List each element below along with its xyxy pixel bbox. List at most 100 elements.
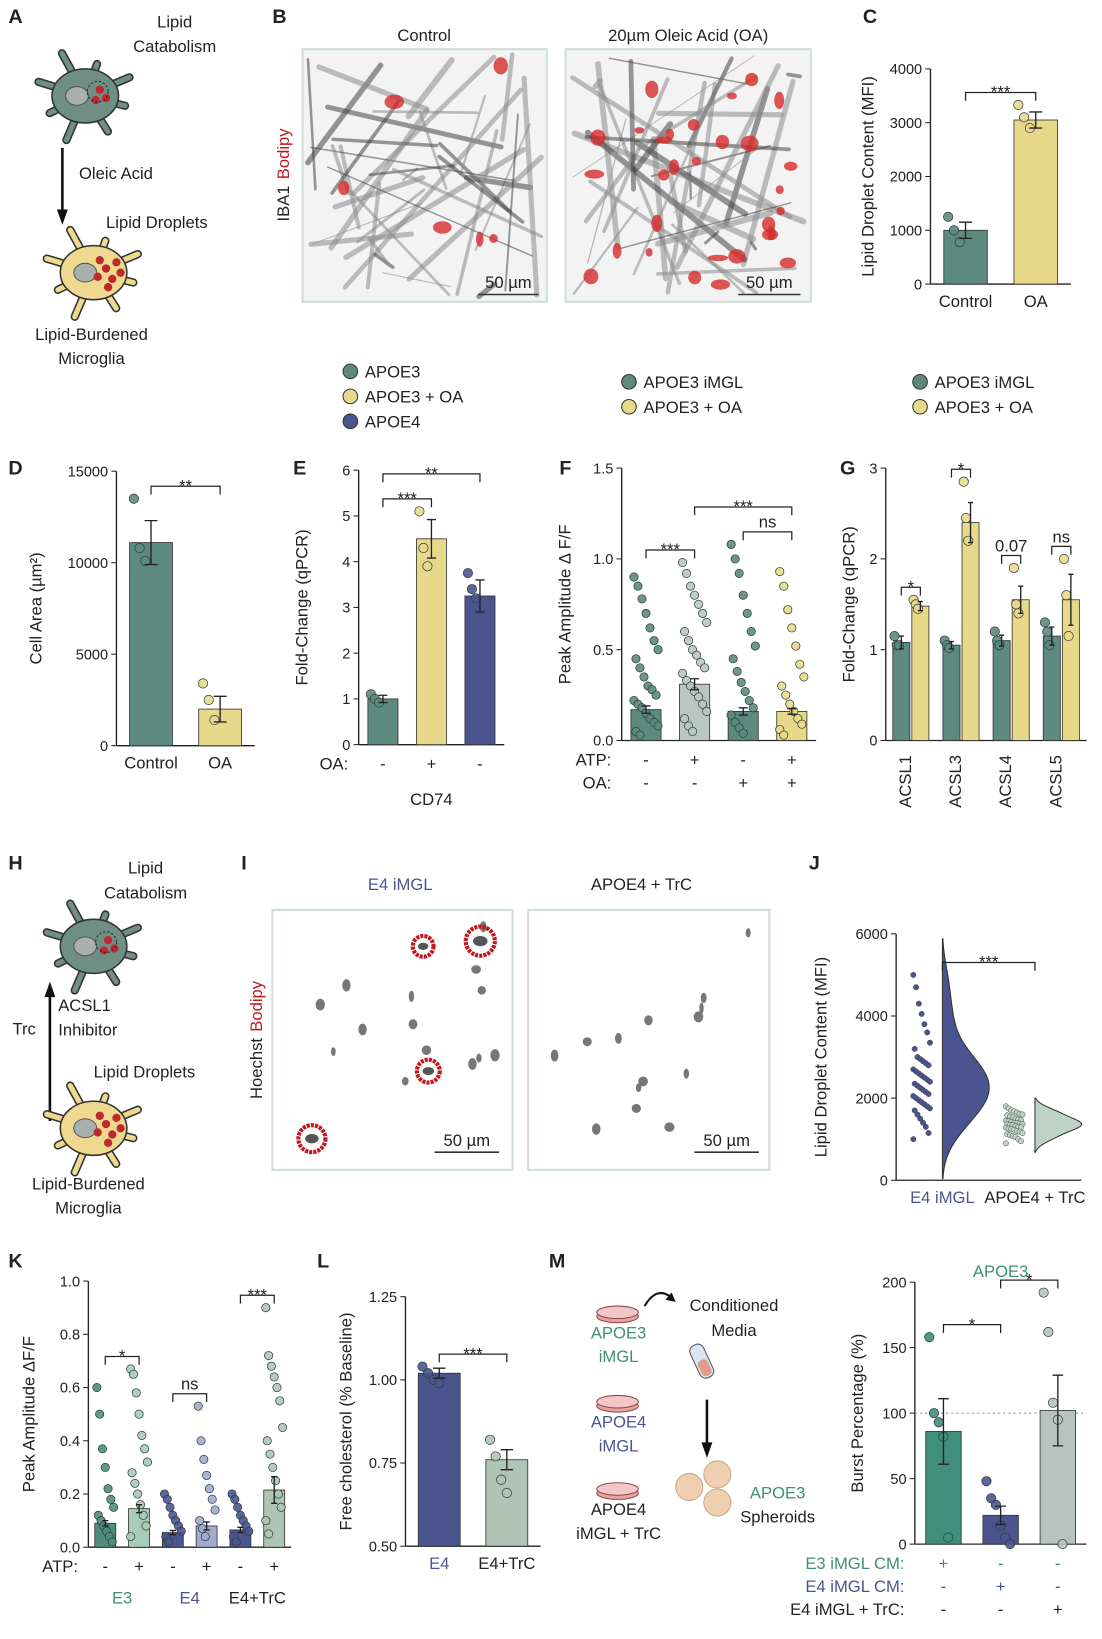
legend-swatch [342, 363, 359, 380]
cell-strand [673, 148, 758, 214]
data-point [680, 627, 690, 637]
data-point [734, 568, 744, 578]
data-point [726, 710, 736, 720]
data-point [92, 1383, 102, 1393]
significance-bracket [382, 473, 481, 483]
cell-strand [685, 174, 719, 198]
significance-label: *** [463, 1344, 483, 1363]
data-point [261, 1303, 271, 1313]
data-point [97, 1444, 107, 1454]
data-point [134, 543, 145, 554]
row-value: + [1053, 1600, 1063, 1619]
nucleus-stain [635, 1083, 642, 1092]
data-point [196, 1436, 206, 1446]
nucleus [64, 86, 89, 106]
lipid-stain [668, 159, 680, 175]
data-point [795, 659, 805, 669]
y-axis-label: Peak Amplitude ΔF/F [19, 1336, 38, 1492]
legend-label: APOE3 + OA [644, 398, 743, 417]
y-tick-label: 6 [342, 463, 350, 479]
legend-swatch [342, 413, 359, 430]
data-point [264, 1351, 274, 1361]
data-point [927, 1105, 933, 1112]
data-point [922, 1123, 929, 1130]
lipid-stain [489, 234, 498, 243]
lipid-droplet [95, 1111, 104, 1120]
scale-bar-label: 50 µm [485, 273, 532, 292]
lipid-droplet [103, 1138, 113, 1147]
lipid-stain [645, 247, 653, 257]
nucleus-stain [638, 1076, 648, 1087]
y-tick-label: 200 [882, 1275, 906, 1291]
data-point [1058, 553, 1070, 564]
cell-strand [583, 153, 638, 224]
density [941, 938, 990, 1180]
cell-strand [392, 167, 543, 239]
data-point [690, 590, 700, 600]
arrow-head [701, 1442, 713, 1458]
row-value: - [238, 1557, 244, 1576]
source-label: APOE4 [591, 1500, 646, 1519]
cell-strand [311, 202, 423, 245]
data-point [698, 699, 708, 709]
data-point [134, 1409, 144, 1419]
lipid-stain [726, 92, 737, 100]
significance-label: * [119, 1347, 126, 1366]
dish [596, 1305, 639, 1320]
data-point [278, 1422, 288, 1432]
data-point [791, 641, 801, 651]
row-label: E4 iMGL CM: [805, 1577, 904, 1596]
panel-label: M [549, 1251, 565, 1273]
data-point [140, 555, 151, 566]
data-point [1019, 112, 1030, 123]
error-bar [432, 1367, 446, 1379]
y-tick-label: 2 [342, 646, 350, 662]
nucleus-stain [471, 965, 481, 974]
legend-label: APOE3 + OA [365, 388, 464, 407]
y-tick-label: 0.5 [593, 643, 613, 659]
data-point [1019, 1130, 1026, 1136]
data-point [641, 608, 651, 618]
x-tick-label: E4 [429, 1554, 449, 1573]
data-point [133, 1489, 143, 1499]
data-point [631, 654, 641, 664]
y-tick-label: 4000 [855, 1009, 887, 1025]
legend-swatch [621, 374, 637, 390]
data-point [629, 572, 639, 582]
error-bar [426, 518, 436, 559]
lipid-stain [658, 169, 670, 181]
data-point [276, 1502, 286, 1512]
cell-strand [665, 80, 707, 295]
x-tick-label: E4+TrC [478, 1554, 535, 1573]
row-value: - [102, 1557, 108, 1576]
row-value: - [740, 750, 746, 769]
bar [942, 644, 961, 741]
row-value: - [941, 1600, 947, 1619]
row-value: + [427, 755, 437, 774]
lipid-droplet [91, 95, 100, 105]
label-part: Hoechst [247, 1038, 266, 1099]
data-point [678, 558, 688, 568]
lipid-stain [634, 127, 645, 134]
arrow-head [665, 1292, 676, 1302]
data-point [783, 605, 793, 615]
lipid-droplet [108, 1130, 117, 1139]
data-point [943, 1532, 954, 1543]
media-label: Media [711, 1321, 757, 1340]
nucleus-stain [331, 1047, 336, 1057]
label: Lipid-Burdened [32, 1175, 145, 1194]
data-point [911, 1107, 918, 1114]
data-point [176, 1526, 186, 1536]
cell-strand [521, 75, 540, 298]
error-bar [135, 1503, 143, 1514]
y-tick-label: 15000 [68, 464, 108, 480]
row-value: + [690, 750, 700, 769]
data-point [633, 581, 643, 591]
data-point [164, 1537, 174, 1547]
data-point [726, 539, 736, 549]
significance-label: * [1026, 1270, 1033, 1289]
significance-label: ** [179, 476, 192, 495]
data-point [131, 1388, 141, 1398]
error-bar [995, 1505, 1006, 1526]
